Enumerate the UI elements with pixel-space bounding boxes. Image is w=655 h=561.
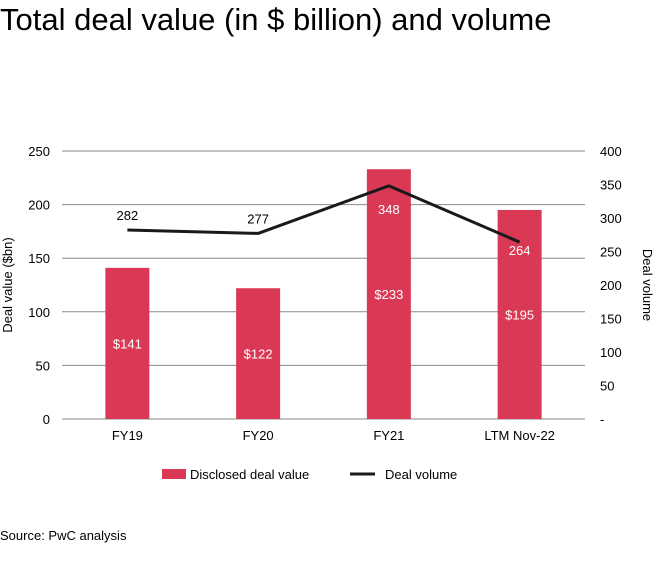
line-data-label: 348 xyxy=(378,202,400,217)
bar-data-label: $141 xyxy=(113,336,142,351)
x-tick-label: FY21 xyxy=(373,428,404,443)
legend-bar-label: Disclosed deal value xyxy=(190,467,309,482)
y-axis-label: Deal value ($bn) xyxy=(0,237,15,332)
y-right-tick-label: - xyxy=(600,412,604,427)
line-data-label: 277 xyxy=(247,211,269,226)
y-right-tick-label: 150 xyxy=(600,312,622,327)
bar-data-label: $122 xyxy=(244,347,273,362)
bar-data-label: $233 xyxy=(374,287,403,302)
volume-line xyxy=(127,184,521,244)
source-note: Source: PwC analysis xyxy=(0,528,127,543)
y-tick-label: 50 xyxy=(36,358,50,373)
x-tick-label: FY20 xyxy=(243,428,274,443)
y-tick-label: 200 xyxy=(28,198,50,213)
y-right-tick-label: 50 xyxy=(600,379,614,394)
legend-bar-swatch xyxy=(162,469,186,479)
y-right-tick-label: 100 xyxy=(600,345,622,360)
bar xyxy=(236,288,281,419)
y-right-tick-label: 250 xyxy=(600,245,622,260)
y-tick-label: 0 xyxy=(43,412,50,427)
line-data-label: 282 xyxy=(117,208,139,223)
y-right-axis-label: Deal volume xyxy=(640,249,655,321)
y-tick-label: 150 xyxy=(28,251,50,266)
x-tick-label: FY19 xyxy=(112,428,143,443)
bar xyxy=(105,267,150,419)
chart-title: Total deal value (in $ billion) and volu… xyxy=(0,2,552,37)
y-right-tick-label: 400 xyxy=(600,144,622,159)
line-data-label: 264 xyxy=(509,243,531,258)
legend-line-label: Deal volume xyxy=(385,467,457,482)
bar xyxy=(366,169,411,419)
bar-data-label: $195 xyxy=(505,307,534,322)
y-right-tick-label: 200 xyxy=(600,278,622,293)
y-right-tick-label: 300 xyxy=(600,211,622,226)
y-tick-label: 100 xyxy=(28,305,50,320)
bar xyxy=(497,209,542,419)
y-tick-label: 250 xyxy=(28,144,50,159)
x-tick-label: LTM Nov-22 xyxy=(484,428,555,443)
y-right-tick-label: 350 xyxy=(600,178,622,193)
